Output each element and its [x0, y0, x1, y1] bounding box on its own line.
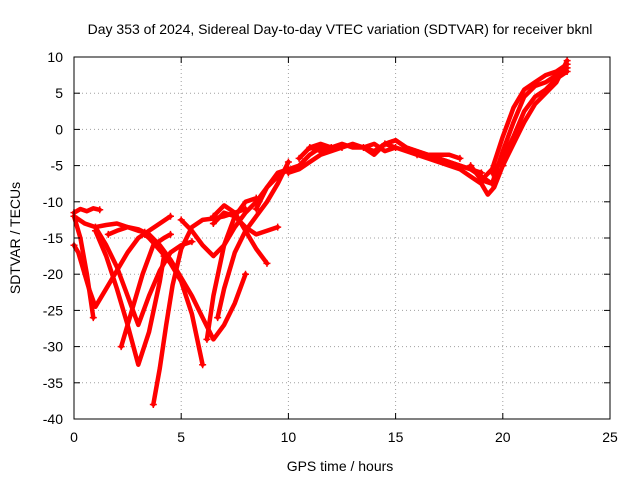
series-line-sat-g: [118, 232, 173, 349]
data-series: [70, 57, 571, 409]
x-tick-label: 5: [177, 429, 185, 445]
series-endpoint-marker: [467, 162, 475, 170]
series-endpoint-marker: [199, 361, 207, 369]
y-axis-label: SDTVAR / TECUs: [7, 182, 23, 294]
series-endpoint-marker: [295, 154, 303, 162]
series-endpoint-marker: [456, 154, 464, 162]
y-tick-label: -10: [43, 194, 63, 210]
series-line-sat-x: [479, 61, 570, 183]
series-endpoint-marker: [117, 343, 125, 351]
series-endpoint-marker: [188, 238, 196, 246]
series-endpoint-marker: [89, 314, 97, 322]
y-tick-label: -20: [43, 266, 63, 282]
series-endpoint-marker: [104, 230, 112, 238]
series-endpoint-marker: [252, 205, 260, 213]
series-endpoint-marker: [306, 144, 314, 151]
series-endpoint-marker: [141, 230, 149, 238]
y-tick-label: 10: [47, 49, 63, 65]
y-tick-label: -15: [43, 230, 63, 246]
series-endpoint-marker: [96, 206, 104, 214]
series-endpoint-marker: [488, 169, 496, 177]
series-endpoint-marker: [203, 335, 211, 343]
series-endpoint-marker: [177, 216, 185, 224]
x-tick-label: 15: [388, 429, 404, 445]
series-line-sat-a: [71, 206, 102, 215]
y-tick-label: -30: [43, 339, 63, 355]
series-endpoint-marker: [284, 158, 292, 166]
series-line-sat-i: [142, 232, 205, 367]
x-tick-label: 25: [602, 429, 618, 445]
series-endpoint-marker: [563, 67, 571, 75]
series-line-sat-v: [414, 152, 506, 197]
series-endpoint-marker: [166, 212, 174, 220]
series-endpoint-marker: [263, 259, 271, 267]
series-line-sat-o: [211, 210, 280, 237]
series-line-sat-z: [500, 58, 570, 168]
series-endpoint-marker: [91, 227, 99, 235]
series-endpoint-marker: [413, 151, 421, 159]
axis-ticks: 0 5 10 15 20 25 -40 -35 -30 -25 -20 -15 -10 -5 0 5 10: [43, 49, 618, 445]
x-tick-label: 20: [495, 429, 511, 445]
y-tick-label: 5: [55, 85, 63, 101]
series-endpoint-marker: [209, 212, 217, 220]
series-endpoint-marker: [252, 194, 260, 202]
y-tick-label: -25: [43, 302, 63, 318]
chart-title: Day 353 of 2024, Sidereal Day-to-day VTE…: [88, 21, 593, 37]
series-line-sat-q: [286, 145, 345, 176]
y-tick-label: -40: [43, 411, 63, 427]
grid: [74, 57, 610, 419]
y-tick-label: 0: [55, 121, 63, 137]
series-endpoint-marker: [214, 314, 222, 322]
series-line-sat-w: [468, 65, 570, 186]
series-endpoint-marker: [209, 220, 217, 228]
series-endpoint-marker: [381, 140, 389, 148]
series-endpoint-marker: [166, 230, 174, 238]
x-tick-label: 0: [70, 429, 78, 445]
x-tick-label: 10: [281, 429, 297, 445]
series-endpoint-marker: [284, 169, 292, 177]
series-line-sat-l: [204, 195, 259, 342]
series-endpoint-marker: [242, 270, 250, 278]
series-endpoint-marker: [359, 144, 367, 151]
series-line-sat-c: [71, 214, 173, 310]
y-tick-label: -35: [43, 375, 63, 391]
series-endpoint-marker: [563, 57, 571, 65]
x-axis-label: GPS time / hours: [287, 458, 394, 474]
series-line-sat-y: [489, 69, 570, 176]
series-endpoint-marker: [149, 401, 157, 409]
series-endpoint-marker: [274, 223, 282, 231]
series-endpoint-marker: [477, 176, 485, 184]
y-tick-label: -5: [51, 158, 64, 174]
series-line-sat-m: [215, 159, 291, 320]
series-endpoint-marker: [499, 162, 507, 170]
series-line-sat-e: [93, 224, 195, 328]
series-line-sat-f: [93, 228, 167, 367]
